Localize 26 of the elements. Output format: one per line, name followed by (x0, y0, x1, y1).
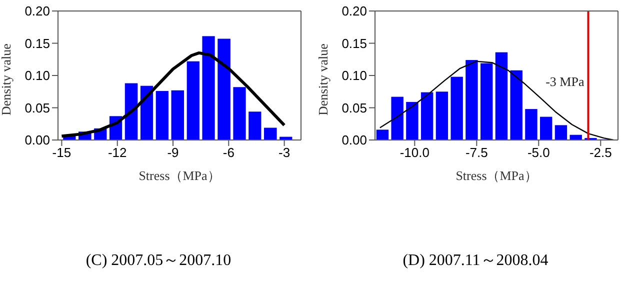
x-tick-label: -9 (167, 145, 179, 160)
text: (C) 2007.05～2007.10 (84, 251, 232, 271)
x-axis-title: Stress（MPa） (138, 168, 220, 183)
x-tick-label: -2.5 (589, 145, 612, 160)
y-axis-title: Density value (316, 43, 331, 116)
x-tick-label: -12 (108, 145, 127, 160)
x-tick-label: -10.0 (400, 145, 430, 160)
y-tick-label: 0.10 (24, 68, 50, 84)
x-tick-label: -7.5 (465, 145, 488, 160)
y-tick-label: 0.05 (342, 100, 367, 116)
x-tick-label: -3 (278, 145, 290, 160)
y-tick-label: 0.10 (342, 68, 367, 84)
text: (D) 2007.11～2008.04 (402, 251, 550, 271)
y-tick-label: 0.05 (24, 100, 50, 116)
x-tick-label: -5.0 (527, 145, 550, 160)
y-tick-label: 0.00 (342, 132, 367, 148)
y-axis-title: Density value (0, 43, 14, 116)
x-axis-title: Stress（MPa） (456, 168, 538, 183)
ref-line-label: -3 MPa (546, 74, 584, 89)
y-tick-label: 0.20 (342, 4, 367, 19)
y-tick-label: 0.15 (24, 36, 50, 51)
y-tick-label: 0.20 (24, 4, 50, 19)
x-tick-label: -6 (222, 145, 234, 160)
x-tick-label: -15 (52, 145, 72, 160)
y-tick-label: 0.00 (24, 132, 50, 148)
y-tick-label: 0.15 (342, 36, 367, 51)
